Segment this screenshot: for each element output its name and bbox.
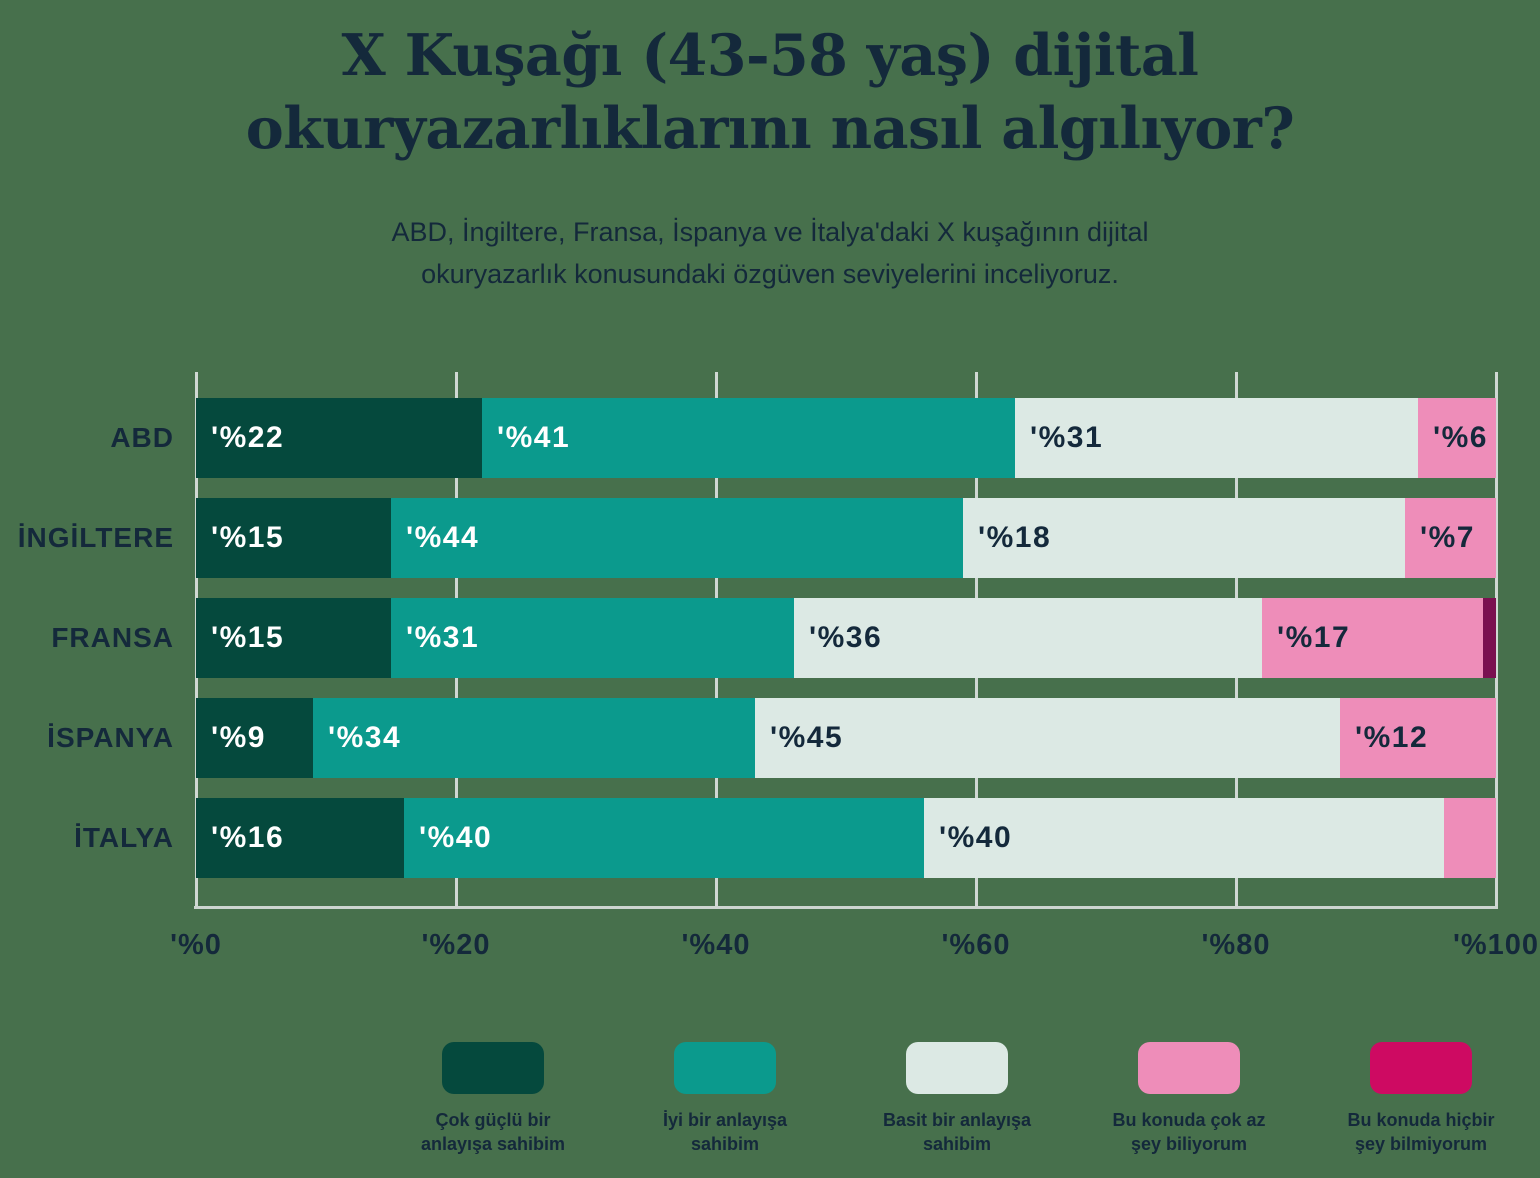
bar-segment-i-talya-s3: '%40 <box>924 798 1444 878</box>
bar-value-label: '%31 <box>406 621 480 654</box>
legend: Çok güçlü bir anlayışa sahibim İyi bir an… <box>377 1042 1537 1157</box>
bar-row-abd: '%22 '%41 '%31 '%6 <box>196 398 1496 478</box>
bar-segment-fransa-s3: '%36 <box>794 598 1262 678</box>
x-axis-tick-label-20: '%20 <box>421 929 491 961</box>
legend-label-s4: Bu konuda çok az şey biliyorum <box>1112 1110 1266 1155</box>
bar-segment-fransa-s2: '%31 <box>391 598 794 678</box>
bar-row-i-ngi-ltere: '%15 '%44 '%18 '%7 <box>196 498 1496 578</box>
page-subtitle: ABD, İngiltere, Fransa, İspanya ve İtaly… <box>391 217 1149 289</box>
x-axis-tick-label-100: '%100 <box>1452 929 1540 961</box>
bar-segment-i-ngi-ltere-s4: '%7 <box>1405 498 1496 578</box>
bar-segment-i-talya-s1: '%16 <box>196 798 404 878</box>
bar-row-fransa: '%15 '%31 '%36 '%17 <box>196 598 1496 678</box>
bar-segment-abd-s3: '%31 <box>1015 398 1418 478</box>
legend-label-s1: Çok güçlü bir anlayışa sahibim <box>420 1110 566 1155</box>
bar-value-label: '%12 <box>1355 721 1429 754</box>
legend-item-s2: İyi bir anlayışa sahibim <box>609 1042 841 1157</box>
legend-item-s5: Bu konuda hiçbir şey bilmiyorum <box>1305 1042 1537 1157</box>
bar-value-label: '%40 <box>939 821 1013 854</box>
bar-value-label: '%9 <box>211 721 266 754</box>
legend-swatch-s1 <box>442 1042 544 1094</box>
legend-swatch-s3 <box>906 1042 1008 1094</box>
bar-value-label: '%45 <box>770 721 844 754</box>
category-label-i-spanya: İSPANYA <box>47 722 174 753</box>
bar-segment-abd-s1: '%22 <box>196 398 482 478</box>
x-axis-tick-label-40: '%40 <box>681 929 751 961</box>
legend-item-s3: Basit bir anlayışa sahibim <box>841 1042 1073 1157</box>
bar-segment-i-talya-s2: '%40 <box>404 798 924 878</box>
plot-area: '%22 '%41 '%31 '%6 '%15 '%44 '%18 '%7 '%15 '%31 '%… <box>170 372 1538 961</box>
bar-segment-i-ngi-ltere-s3: '%18 <box>963 498 1405 578</box>
bar-segment-i-ngi-ltere-s2: '%44 <box>391 498 963 578</box>
bar-value-label: '%15 <box>211 521 285 554</box>
bar-value-label: '%16 <box>211 821 285 854</box>
bar-segment-fransa-s4: '%17 <box>1262 598 1483 678</box>
bar-segment-abd-s4: '%6 <box>1418 398 1496 478</box>
bar-value-label: '%6 <box>1433 421 1488 454</box>
bar-value-label: '%40 <box>419 821 493 854</box>
bar-value-label: '%44 <box>406 521 480 554</box>
bar-value-label: '%36 <box>809 621 883 654</box>
x-axis-tick-label-80: '%80 <box>1201 929 1271 961</box>
bar-row-i-spanya: '%9 '%34 '%45 '%12 <box>196 698 1496 778</box>
legend-label-s2: İyi bir anlayışa sahibim <box>662 1110 788 1155</box>
bar-segment-abd-s2: '%41 <box>482 398 1015 478</box>
legend-swatch-s4 <box>1138 1042 1240 1094</box>
bar-value-label: '%15 <box>211 621 285 654</box>
legend-item-s1: Çok güçlü bir anlayışa sahibim <box>377 1042 609 1157</box>
bar-value-label: '%17 <box>1277 621 1351 654</box>
bar-segment-i-spanya-s3: '%45 <box>755 698 1340 778</box>
category-label-abd: ABD <box>110 422 174 453</box>
bar-value-label: '%31 <box>1030 421 1104 454</box>
bar-row-i-talya: '%16 '%40 '%40 <box>196 798 1496 878</box>
x-axis-tick-label-60: '%60 <box>941 929 1011 961</box>
bar-segment-fransa-s1: '%15 <box>196 598 391 678</box>
bar-segment-i-talya-s4 <box>1444 798 1496 878</box>
legend-swatch-s5 <box>1370 1042 1472 1094</box>
category-label-fransa: FRANSA <box>51 622 174 653</box>
x-axis-tick-label-0: '%0 <box>170 929 222 961</box>
legend-label-s5: Bu konuda hiçbir şey bilmiyorum <box>1347 1110 1495 1155</box>
bar-segment-fransa-s5 <box>1483 598 1496 678</box>
bar-segment-i-ngi-ltere-s1: '%15 <box>196 498 391 578</box>
legend-label-s3: Basit bir anlayışa sahibim <box>882 1110 1032 1155</box>
legend-item-s4: Bu konuda çok az şey biliyorum <box>1073 1042 1305 1157</box>
page-title: X Kuşağı (43-58 yaş) dijital okuryazarlı… <box>245 22 1295 162</box>
bar-value-label: '%41 <box>497 421 571 454</box>
bar-segment-i-spanya-s4: '%12 <box>1340 698 1496 778</box>
category-label-i-talya: İTALYA <box>74 822 174 853</box>
bar-segment-i-spanya-s1: '%9 <box>196 698 313 778</box>
bar-value-label: '%34 <box>328 721 402 754</box>
legend-swatch-s2 <box>674 1042 776 1094</box>
bar-segment-i-spanya-s2: '%34 <box>313 698 755 778</box>
bar-value-label: '%7 <box>1420 521 1475 554</box>
bar-value-label: '%22 <box>211 421 285 454</box>
bar-value-label: '%18 <box>978 521 1052 554</box>
gridline-100 <box>1495 372 1498 909</box>
category-label-i-ngi-ltere: İNGİLTERE <box>17 522 174 553</box>
x-axis-baseline <box>194 906 1498 909</box>
